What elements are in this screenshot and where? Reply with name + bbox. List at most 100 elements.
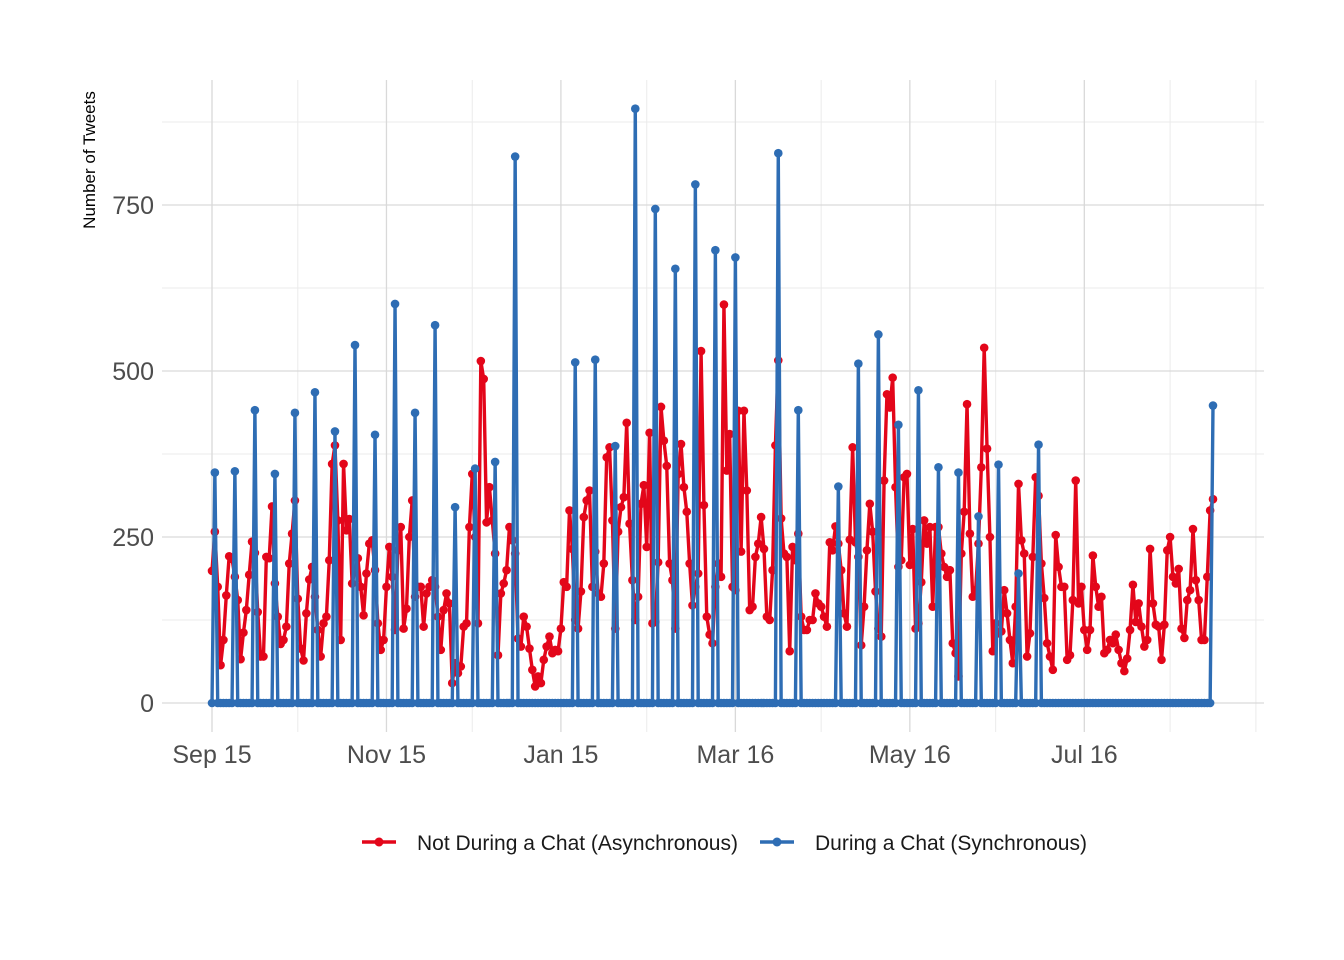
data-point-asynchronous — [1114, 645, 1123, 655]
data-point-asynchronous — [244, 570, 254, 580]
data-point-asynchronous — [702, 612, 712, 621]
data-point-asynchronous — [1108, 638, 1118, 648]
data-point-asynchronous — [1188, 524, 1198, 534]
data-point-asynchronous — [811, 589, 820, 598]
legend: Not During a Chat (Asynchronous) During a… — [362, 832, 1087, 855]
data-point-asynchronous — [522, 622, 531, 631]
data-point-asynchronous — [785, 646, 795, 656]
series-layer — [207, 104, 1218, 708]
x-tick-label: Nov 15 — [347, 741, 426, 769]
data-point-asynchronous — [919, 516, 929, 525]
data-point-synchronous — [350, 340, 360, 350]
x-tick-label: Jul 16 — [1051, 741, 1118, 769]
data-point-synchronous — [671, 264, 680, 274]
data-point-synchronous — [370, 430, 380, 440]
data-point-asynchronous — [1048, 665, 1058, 675]
data-point-asynchronous — [865, 499, 875, 509]
data-point-asynchronous — [1180, 633, 1189, 643]
data-point-synchronous — [270, 469, 280, 479]
data-point-asynchronous — [304, 575, 314, 584]
y-axis-tick-labels: 0 250 500 750 — [112, 192, 154, 718]
data-point-asynchronous — [419, 622, 428, 631]
data-point-synchronous — [570, 358, 580, 367]
y-tick-label: 500 — [112, 358, 154, 386]
data-point-synchronous — [1208, 401, 1218, 410]
data-point-asynchronous — [479, 374, 489, 384]
data-point-asynchronous — [982, 444, 992, 453]
data-point-synchronous — [390, 299, 400, 309]
data-point-asynchronous — [299, 656, 308, 665]
data-point-asynchronous — [679, 482, 689, 492]
data-point-asynchronous — [753, 539, 763, 548]
data-point-synchronous — [290, 408, 300, 418]
data-point-asynchronous — [999, 585, 1009, 595]
legend-item-asynchronous: Not During a Chat (Asynchronous) — [362, 832, 738, 855]
data-point-asynchronous — [1082, 645, 1092, 655]
data-point-asynchronous — [965, 529, 975, 538]
data-point-asynchronous — [242, 605, 251, 615]
data-point-asynchronous — [1014, 479, 1023, 489]
data-point-asynchronous — [542, 642, 551, 651]
data-point-asynchronous — [416, 582, 426, 592]
data-point-asynchronous — [382, 582, 391, 592]
data-point-asynchronous — [359, 611, 368, 620]
data-point-asynchronous — [545, 632, 554, 641]
data-point-asynchronous — [642, 542, 652, 552]
data-point-asynchronous — [968, 592, 978, 602]
data-point-asynchronous — [662, 461, 672, 471]
data-point-asynchronous — [659, 436, 669, 446]
data-point-asynchronous — [1182, 595, 1192, 605]
data-point-asynchronous — [344, 514, 354, 524]
data-point-asynchronous — [1045, 652, 1055, 661]
data-point-synchronous — [731, 253, 740, 262]
data-point-asynchronous — [985, 532, 995, 542]
data-point-synchronous — [874, 330, 883, 339]
data-point-synchronous — [230, 466, 240, 476]
data-point-asynchronous — [1122, 654, 1132, 663]
data-point-asynchronous — [1177, 624, 1186, 633]
data-point-asynchronous — [1128, 580, 1138, 590]
y-axis-title: Number of Tweets — [80, 91, 99, 229]
data-point-asynchronous — [1185, 585, 1195, 595]
data-point-asynchronous — [1002, 609, 1012, 618]
data-point-asynchronous — [1120, 666, 1129, 676]
data-point-asynchronous — [1191, 575, 1201, 585]
data-point-asynchronous — [1065, 650, 1075, 660]
data-point-asynchronous — [324, 555, 334, 565]
data-point-asynchronous — [1005, 635, 1015, 645]
data-point-asynchronous — [342, 526, 351, 535]
data-point-asynchronous — [284, 559, 294, 568]
data-point-asynchronous — [765, 615, 774, 625]
data-point-asynchronous — [339, 459, 348, 469]
data-point-asynchronous — [1117, 658, 1126, 668]
data-point-asynchronous — [379, 635, 388, 645]
data-point-asynchronous — [645, 428, 654, 438]
data-point-asynchronous — [239, 628, 248, 637]
data-point-synchronous — [651, 204, 660, 214]
data-point-asynchronous — [1025, 628, 1035, 638]
data-point-asynchronous — [322, 612, 331, 621]
data-point-synchronous — [711, 245, 720, 255]
minor-gridlines — [162, 80, 1264, 732]
data-point-synchronous — [210, 468, 220, 477]
data-point-asynchronous — [885, 403, 895, 412]
data-point-synchronous — [894, 420, 903, 430]
data-point-asynchronous — [1137, 622, 1146, 631]
data-point-asynchronous — [1111, 630, 1121, 639]
data-point-asynchronous — [802, 625, 812, 635]
data-point-asynchronous — [405, 532, 414, 542]
data-point-asynchronous — [1039, 593, 1049, 603]
data-point-asynchronous — [282, 622, 291, 631]
data-point-asynchronous — [756, 512, 766, 522]
data-point-asynchronous — [822, 622, 832, 631]
data-point-asynchronous — [402, 604, 411, 614]
data-point-asynchronous — [1162, 545, 1172, 555]
data-point-synchronous — [934, 462, 943, 472]
data-point-asynchronous — [977, 462, 986, 472]
data-point-asynchronous — [496, 589, 506, 598]
data-point-synchronous — [590, 355, 600, 365]
data-point-asynchronous — [1140, 642, 1149, 651]
data-point-asynchronous — [579, 512, 589, 522]
data-point-asynchronous — [928, 602, 938, 612]
data-point-synchronous — [954, 468, 963, 477]
